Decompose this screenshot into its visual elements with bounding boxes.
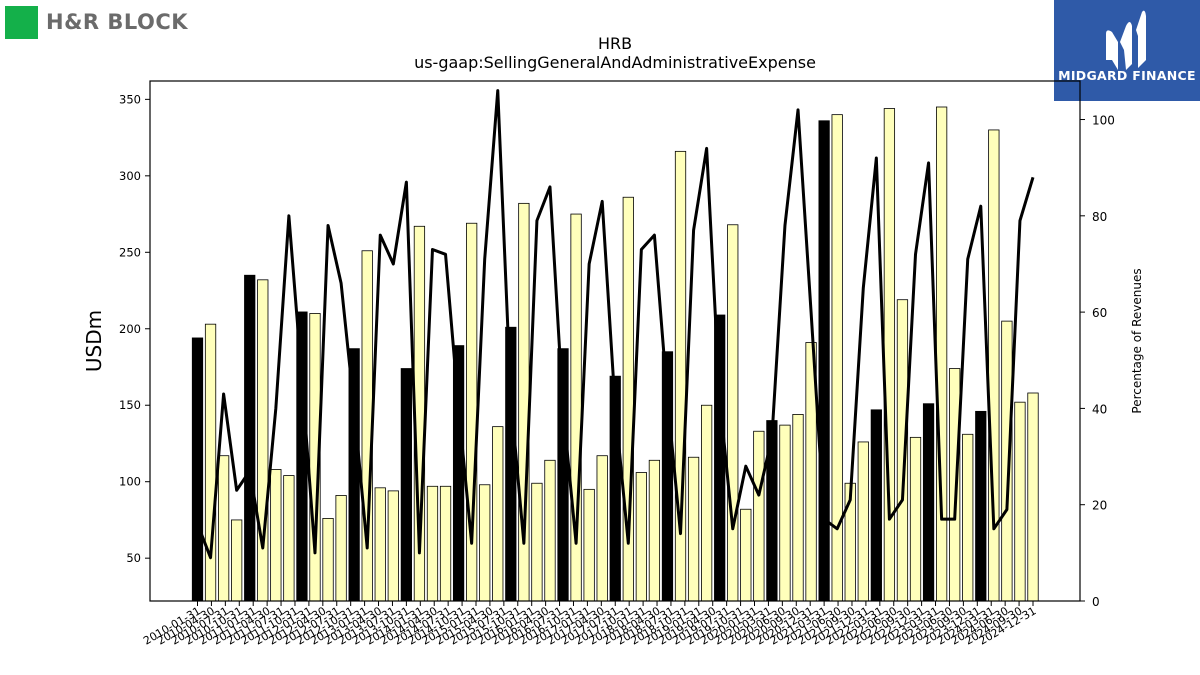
bar [270, 469, 282, 602]
bar [374, 487, 386, 602]
y2-tick-label: 80 [1092, 210, 1107, 224]
bar [335, 495, 347, 602]
chart-subtitle: us-gaap:SellingGeneralAndAdministrativeE… [414, 53, 816, 72]
bar [322, 518, 334, 602]
y-axis-right-label: Percentage of Revenues [1130, 268, 1144, 413]
x-axis: 2010-01-312010-04-302010-07-312010-10-31… [141, 601, 1039, 648]
bar [857, 441, 869, 602]
y2-tick-label: 60 [1092, 306, 1107, 320]
bar [1014, 401, 1026, 602]
bar [231, 519, 243, 602]
bar [714, 314, 726, 602]
hr-block-logo-text: H&R BLOCK [46, 10, 189, 34]
bar [922, 403, 935, 602]
percentage-line [196, 89, 1035, 560]
y-axis-left-label: USDm [82, 310, 106, 372]
bar [635, 472, 647, 602]
bar [283, 475, 295, 602]
y2-tick-label: 40 [1092, 402, 1107, 416]
midgard-finance-logo: MIDGARD FINANCE [1054, 0, 1200, 101]
bar [492, 426, 504, 602]
bar [217, 455, 230, 602]
midgard-finance-logo-mark [1106, 10, 1146, 70]
y2-tick-label: 20 [1092, 499, 1107, 513]
y-tick-label: 100 [119, 475, 141, 489]
bar [531, 482, 543, 602]
bar [909, 436, 922, 602]
y-axis-left: 50 100 150 200 250 300 350 [119, 92, 150, 565]
y-tick-label: 150 [119, 398, 141, 412]
bar [479, 484, 491, 602]
bar [648, 459, 661, 602]
bar [296, 311, 308, 602]
bar [544, 459, 556, 602]
y-tick-label: 200 [119, 322, 141, 336]
bar [975, 410, 987, 602]
bar [452, 345, 465, 602]
chart-title: HRB [598, 34, 632, 53]
hr-block-logo: H&R BLOCK [5, 5, 205, 39]
bar [727, 224, 739, 602]
hr-block-logo-square [5, 5, 38, 39]
bar [949, 368, 961, 602]
bar [204, 323, 217, 602]
bar [701, 404, 713, 602]
bar [818, 120, 830, 602]
bar [687, 456, 700, 602]
bar [583, 488, 595, 602]
y2-tick-label: 100 [1092, 114, 1115, 128]
bar [244, 274, 256, 602]
bar [988, 129, 1000, 602]
bar [753, 430, 765, 602]
y-tick-label: 300 [119, 169, 141, 183]
y-axis-right: 0 20 40 60 80 100 [1080, 114, 1115, 609]
bar [779, 424, 791, 602]
bar [387, 490, 399, 602]
bar [883, 108, 896, 602]
bar [400, 368, 412, 602]
y-tick-label: 50 [126, 551, 141, 565]
bar [191, 337, 204, 602]
bar [962, 433, 974, 602]
line-series [196, 89, 1035, 560]
bar-series [191, 106, 1039, 602]
y2-tick-label: 0 [1092, 595, 1100, 609]
bar [792, 414, 804, 602]
bar [439, 485, 452, 602]
bar [1027, 392, 1039, 602]
bar [257, 279, 269, 602]
bar [936, 106, 948, 602]
bar [596, 455, 608, 602]
midgard-finance-logo-text: MIDGARD FINANCE [1058, 68, 1196, 83]
bar [740, 508, 752, 602]
y-tick-label: 250 [119, 245, 141, 259]
y-tick-label: 350 [119, 92, 141, 106]
bar [426, 485, 439, 602]
bar [870, 409, 882, 602]
